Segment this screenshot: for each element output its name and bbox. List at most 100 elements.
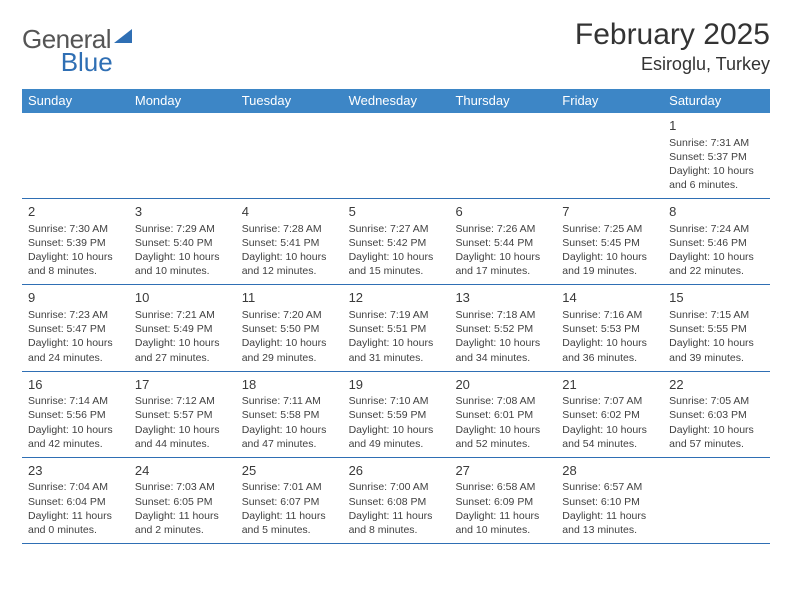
sunrise-line: Sunrise: 7:19 AM: [349, 308, 444, 322]
daylight-line: Daylight: 10 hours and 22 minutes.: [669, 250, 764, 278]
daylight-line: Daylight: 11 hours and 2 minutes.: [135, 509, 230, 537]
sunset-line: Sunset: 5:50 PM: [242, 322, 337, 336]
day-cell: 5Sunrise: 7:27 AMSunset: 5:42 PMDaylight…: [343, 199, 450, 284]
daylight-line: Daylight: 10 hours and 44 minutes.: [135, 423, 230, 451]
weekday-header: Thursday: [449, 89, 556, 113]
day-number: 28: [562, 462, 657, 480]
sunrise-line: Sunrise: 7:31 AM: [669, 136, 764, 150]
sunset-line: Sunset: 6:04 PM: [28, 495, 123, 509]
day-number: 23: [28, 462, 123, 480]
sunrise-line: Sunrise: 6:57 AM: [562, 480, 657, 494]
day-number: 20: [455, 376, 550, 394]
sunset-line: Sunset: 6:09 PM: [455, 495, 550, 509]
sail-icon: [114, 29, 132, 43]
day-cell-empty: [556, 113, 663, 198]
sunset-line: Sunset: 5:59 PM: [349, 408, 444, 422]
sunset-line: Sunset: 5:55 PM: [669, 322, 764, 336]
sunset-line: Sunset: 5:57 PM: [135, 408, 230, 422]
sunset-line: Sunset: 5:39 PM: [28, 236, 123, 250]
calendar-page: General February 2025 Esiroglu, Turkey G…: [0, 0, 792, 554]
day-number: 4: [242, 203, 337, 221]
daylight-line: Daylight: 10 hours and 15 minutes.: [349, 250, 444, 278]
day-cell: 27Sunrise: 6:58 AMSunset: 6:09 PMDayligh…: [449, 458, 556, 543]
sunset-line: Sunset: 5:53 PM: [562, 322, 657, 336]
daylight-line: Daylight: 10 hours and 54 minutes.: [562, 423, 657, 451]
sunset-line: Sunset: 5:49 PM: [135, 322, 230, 336]
sunset-line: Sunset: 5:44 PM: [455, 236, 550, 250]
sunrise-line: Sunrise: 7:24 AM: [669, 222, 764, 236]
daylight-line: Daylight: 10 hours and 52 minutes.: [455, 423, 550, 451]
day-cell: 9Sunrise: 7:23 AMSunset: 5:47 PMDaylight…: [22, 285, 129, 370]
day-cell: 6Sunrise: 7:26 AMSunset: 5:44 PMDaylight…: [449, 199, 556, 284]
sunset-line: Sunset: 5:51 PM: [349, 322, 444, 336]
day-number: 9: [28, 289, 123, 307]
daylight-line: Daylight: 10 hours and 17 minutes.: [455, 250, 550, 278]
day-cell: 20Sunrise: 7:08 AMSunset: 6:01 PMDayligh…: [449, 372, 556, 457]
day-cell: 26Sunrise: 7:00 AMSunset: 6:08 PMDayligh…: [343, 458, 450, 543]
calendar-grid: SundayMondayTuesdayWednesdayThursdayFrid…: [22, 89, 770, 544]
daylight-line: Daylight: 10 hours and 47 minutes.: [242, 423, 337, 451]
weekday-header: Sunday: [22, 89, 129, 113]
sunrise-line: Sunrise: 7:12 AM: [135, 394, 230, 408]
header: General February 2025 Esiroglu, Turkey: [22, 18, 770, 75]
day-number: 2: [28, 203, 123, 221]
sunrise-line: Sunrise: 7:27 AM: [349, 222, 444, 236]
daylight-line: Daylight: 10 hours and 29 minutes.: [242, 336, 337, 364]
sunrise-line: Sunrise: 7:14 AM: [28, 394, 123, 408]
sunrise-line: Sunrise: 7:18 AM: [455, 308, 550, 322]
daylight-line: Daylight: 11 hours and 10 minutes.: [455, 509, 550, 537]
daylight-line: Daylight: 10 hours and 19 minutes.: [562, 250, 657, 278]
sunset-line: Sunset: 6:10 PM: [562, 495, 657, 509]
day-cell: 17Sunrise: 7:12 AMSunset: 5:57 PMDayligh…: [129, 372, 236, 457]
day-number: 25: [242, 462, 337, 480]
daylight-line: Daylight: 10 hours and 36 minutes.: [562, 336, 657, 364]
sunset-line: Sunset: 6:05 PM: [135, 495, 230, 509]
daylight-line: Daylight: 10 hours and 10 minutes.: [135, 250, 230, 278]
day-cell-empty: [236, 113, 343, 198]
location-subtitle: Esiroglu, Turkey: [575, 54, 770, 75]
sunset-line: Sunset: 5:47 PM: [28, 322, 123, 336]
day-number: 16: [28, 376, 123, 394]
week-row: 9Sunrise: 7:23 AMSunset: 5:47 PMDaylight…: [22, 285, 770, 371]
sunrise-line: Sunrise: 7:07 AM: [562, 394, 657, 408]
day-cell: 2Sunrise: 7:30 AMSunset: 5:39 PMDaylight…: [22, 199, 129, 284]
day-cell: 15Sunrise: 7:15 AMSunset: 5:55 PMDayligh…: [663, 285, 770, 370]
sunrise-line: Sunrise: 7:26 AM: [455, 222, 550, 236]
daylight-line: Daylight: 10 hours and 27 minutes.: [135, 336, 230, 364]
daylight-line: Daylight: 10 hours and 6 minutes.: [669, 164, 764, 192]
sunrise-line: Sunrise: 7:16 AM: [562, 308, 657, 322]
day-cell: 10Sunrise: 7:21 AMSunset: 5:49 PMDayligh…: [129, 285, 236, 370]
day-number: 7: [562, 203, 657, 221]
weeks-container: 1Sunrise: 7:31 AMSunset: 5:37 PMDaylight…: [22, 113, 770, 544]
day-number: 3: [135, 203, 230, 221]
sunrise-line: Sunrise: 7:00 AM: [349, 480, 444, 494]
sunrise-line: Sunrise: 7:08 AM: [455, 394, 550, 408]
sunrise-line: Sunrise: 7:28 AM: [242, 222, 337, 236]
day-cell-empty: [449, 113, 556, 198]
sunset-line: Sunset: 6:02 PM: [562, 408, 657, 422]
day-number: 17: [135, 376, 230, 394]
day-cell: 12Sunrise: 7:19 AMSunset: 5:51 PMDayligh…: [343, 285, 450, 370]
sunset-line: Sunset: 6:03 PM: [669, 408, 764, 422]
day-cell: 22Sunrise: 7:05 AMSunset: 6:03 PMDayligh…: [663, 372, 770, 457]
daylight-line: Daylight: 10 hours and 12 minutes.: [242, 250, 337, 278]
sunrise-line: Sunrise: 7:25 AM: [562, 222, 657, 236]
day-cell-empty: [129, 113, 236, 198]
day-number: 14: [562, 289, 657, 307]
daylight-line: Daylight: 10 hours and 57 minutes.: [669, 423, 764, 451]
daylight-line: Daylight: 10 hours and 8 minutes.: [28, 250, 123, 278]
day-cell: 14Sunrise: 7:16 AMSunset: 5:53 PMDayligh…: [556, 285, 663, 370]
day-cell: 18Sunrise: 7:11 AMSunset: 5:58 PMDayligh…: [236, 372, 343, 457]
weekday-header: Monday: [129, 89, 236, 113]
day-cell: 3Sunrise: 7:29 AMSunset: 5:40 PMDaylight…: [129, 199, 236, 284]
day-number: 10: [135, 289, 230, 307]
day-cell: 28Sunrise: 6:57 AMSunset: 6:10 PMDayligh…: [556, 458, 663, 543]
weekday-header-row: SundayMondayTuesdayWednesdayThursdayFrid…: [22, 89, 770, 113]
week-row: 16Sunrise: 7:14 AMSunset: 5:56 PMDayligh…: [22, 372, 770, 458]
day-number: 22: [669, 376, 764, 394]
day-cell: 19Sunrise: 7:10 AMSunset: 5:59 PMDayligh…: [343, 372, 450, 457]
day-cell: 13Sunrise: 7:18 AMSunset: 5:52 PMDayligh…: [449, 285, 556, 370]
week-row: 1Sunrise: 7:31 AMSunset: 5:37 PMDaylight…: [22, 113, 770, 199]
sunset-line: Sunset: 5:52 PM: [455, 322, 550, 336]
day-number: 21: [562, 376, 657, 394]
